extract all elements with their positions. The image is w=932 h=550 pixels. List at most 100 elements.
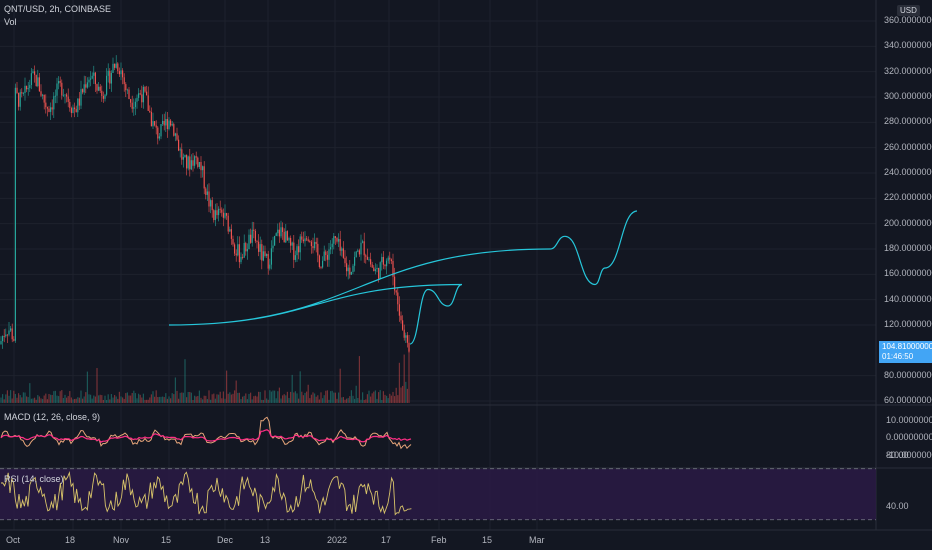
candle-body [314, 241, 316, 249]
volume-bar [186, 397, 188, 403]
volume-bar [99, 394, 101, 403]
volume-bar [110, 394, 112, 403]
volume-bar [264, 390, 266, 403]
candle-body [26, 85, 28, 90]
candle-body [99, 86, 101, 91]
candle-body [250, 234, 252, 243]
candle-body [179, 149, 181, 151]
candle-body [285, 231, 287, 243]
candle-body [104, 94, 106, 99]
candle-body [283, 231, 285, 243]
rsi-line [0, 470, 412, 516]
candle-body [400, 315, 402, 321]
candle-body [205, 188, 207, 195]
time-tick-label: 2022 [327, 535, 348, 545]
volume-bar [280, 398, 282, 403]
volume-bar [146, 399, 148, 403]
volume-bar [78, 397, 80, 403]
volume-bar [392, 391, 394, 403]
price-tick-label: 180.00000000 [884, 243, 932, 253]
candle-body [118, 71, 120, 75]
volume-bar [251, 399, 253, 403]
volume-bar [181, 392, 183, 403]
price-tick-label: 160.00000000 [884, 268, 932, 279]
volume-bar [387, 398, 389, 403]
candle-body [378, 267, 380, 279]
time-tick-label: Dec [217, 535, 234, 545]
macd-tick-label: 0.00000000 [886, 432, 932, 442]
candle-body [157, 127, 159, 139]
volume-bar [166, 398, 168, 403]
price-tick-label: 280.00000000 [884, 116, 932, 127]
volume-bar [397, 395, 399, 403]
candle-body [174, 133, 176, 136]
macd-title: MACD (12, 26, close, 9) [4, 412, 101, 422]
volume-bar [230, 394, 232, 403]
volume-bar [35, 399, 37, 403]
volume-bar [378, 392, 380, 403]
time-tick-label: 15 [161, 535, 172, 545]
volume-bar [346, 398, 348, 403]
volume-bar [352, 395, 354, 403]
volume-bar [246, 399, 248, 403]
rsi-tick-label: 40.00 [886, 501, 909, 511]
volume-bar [24, 392, 26, 403]
volume-bar [142, 393, 144, 403]
candle-body [290, 237, 292, 246]
candle-body [115, 63, 117, 68]
volume-bar [70, 397, 72, 403]
volume-bar [122, 397, 124, 403]
candle-body [144, 86, 146, 92]
candle-body [347, 267, 349, 272]
candle-body [338, 239, 340, 242]
volume-bar [301, 391, 303, 403]
volume-bar [90, 394, 92, 403]
candle-body [346, 263, 348, 272]
candle-body [197, 157, 199, 167]
candle-body [312, 246, 314, 249]
candle-body [91, 75, 93, 79]
candle-body [278, 229, 280, 237]
candle-body [66, 94, 68, 97]
volume-bar [197, 396, 199, 403]
candle-body [344, 257, 346, 264]
candle-body [237, 244, 239, 256]
candle-body [107, 70, 109, 76]
candle-body [142, 86, 144, 103]
candle-body [382, 256, 384, 265]
volume-bar [91, 398, 93, 403]
volume-bar [194, 395, 196, 403]
candle-body [339, 239, 341, 251]
volume-bar [147, 399, 149, 403]
volume-bar [72, 399, 74, 403]
candle-body [390, 259, 392, 261]
candle-body [389, 257, 391, 260]
volume-bar [106, 399, 108, 403]
volume-bar [275, 398, 277, 403]
price-tick-label: 360.00000000 [884, 15, 932, 25]
volume-bar [349, 396, 351, 403]
candle-body [275, 233, 277, 237]
volume-bar [238, 392, 240, 403]
volume-bar [117, 398, 119, 403]
volume-bar [200, 397, 202, 403]
volume-bar [16, 397, 18, 403]
volume-bar [13, 390, 15, 403]
candle-body [232, 238, 234, 245]
candle-body [126, 89, 128, 91]
volume-bar [192, 399, 194, 403]
volume-bar [224, 398, 226, 403]
volume-bar [67, 396, 69, 403]
volume-bar [214, 398, 216, 403]
candle-body [88, 79, 90, 83]
candle-body [198, 161, 200, 167]
volume-bar [341, 397, 343, 403]
candle-body [224, 213, 226, 218]
candle-body [21, 92, 23, 94]
candle-body [328, 249, 330, 260]
candle-body [302, 239, 304, 242]
volume-bar [74, 398, 76, 403]
candle-body [408, 342, 410, 352]
currency-badge[interactable]: USD [897, 5, 920, 16]
